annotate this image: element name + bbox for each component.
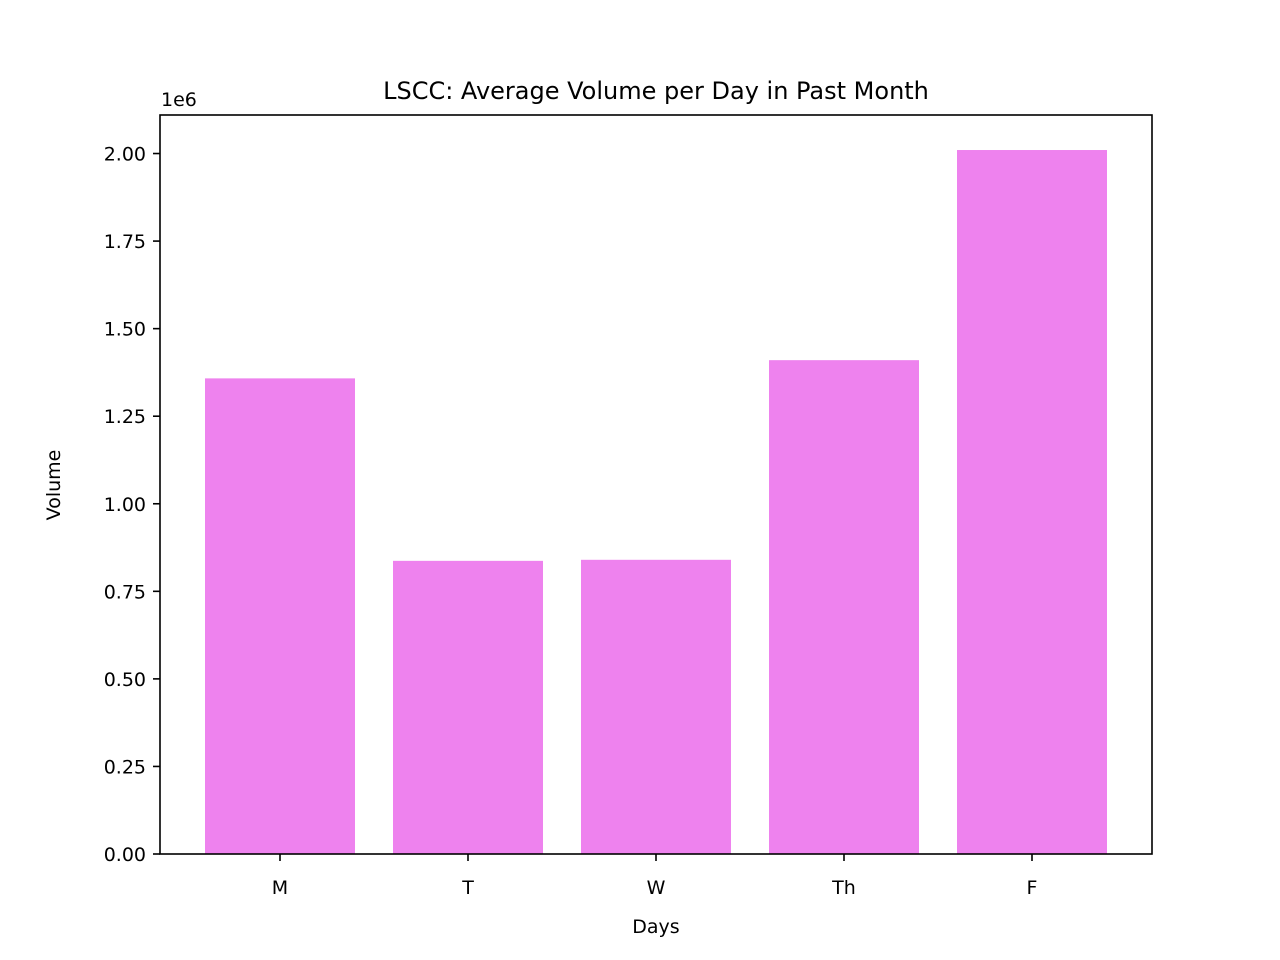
y-axis-offset-label: 1e6 <box>161 89 197 111</box>
x-tick-label: W <box>647 877 666 899</box>
bar-w <box>581 559 731 854</box>
x-axis-ticks: M T W Th F <box>272 854 1038 899</box>
y-tick-label: 1.75 <box>104 231 146 253</box>
x-tick-label: F <box>1027 877 1038 899</box>
bar-th <box>769 360 919 854</box>
x-axis-label: Days <box>632 916 679 938</box>
bar-m <box>205 378 355 854</box>
y-tick-label: 1.50 <box>104 319 146 341</box>
y-tick-label: 0.00 <box>104 844 146 866</box>
y-axis-ticks: 0.00 0.25 0.50 0.75 1.00 1.25 1.50 1.75 2.00 <box>104 144 160 866</box>
y-tick-label: 0.25 <box>104 756 146 778</box>
plot-frame <box>159 114 1153 855</box>
y-tick-label: 0.75 <box>104 581 146 603</box>
bar-t <box>393 560 543 854</box>
x-tick-label: M <box>272 877 288 899</box>
x-tick-label: Th <box>831 877 856 899</box>
bar-f <box>957 150 1107 855</box>
y-tick-label: 2.00 <box>104 144 146 166</box>
y-tick-label: 0.50 <box>104 669 146 691</box>
y-tick-label: 1.25 <box>104 406 146 428</box>
chart-title: LSCC: Average Volume per Day in Past Mon… <box>383 77 929 105</box>
y-tick-label: 1.00 <box>104 494 146 516</box>
x-tick-label: T <box>461 877 474 899</box>
bars-group <box>205 150 1107 855</box>
y-axis-label: Volume <box>43 450 65 521</box>
